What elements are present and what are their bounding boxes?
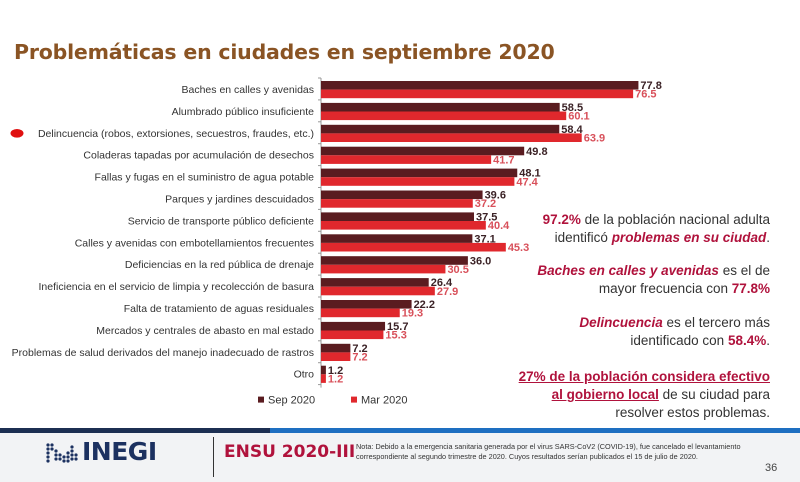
bar-mar-2020 — [321, 308, 400, 318]
bar-sep-2020 — [321, 212, 474, 221]
inegi-logo-text: INEGI — [82, 437, 157, 466]
value-label-mar-2020: 19.3 — [402, 308, 423, 320]
insight-1-emphasis: problemas en su ciudad — [611, 230, 767, 245]
value-label-mar-2020: 45.3 — [508, 242, 529, 254]
insight-1-highlight: 97.2% — [542, 212, 581, 227]
value-label-mar-2020: 1.2 — [328, 373, 343, 385]
value-label-sep-2020: 77.8 — [640, 80, 661, 92]
bar-sep-2020 — [321, 81, 639, 90]
legend-swatch-sep-2020 — [258, 396, 264, 403]
category-label: Problemas de salud derivados del manejo … — [12, 347, 314, 359]
category-label: Coladeras tapadas por acumulación de des… — [83, 150, 314, 162]
value-label-mar-2020: 37.2 — [475, 198, 496, 210]
highlight-marker-icon — [10, 129, 24, 138]
bar-chart: Baches en calles y avenidas Alumbrado púb… — [10, 77, 662, 407]
value-label-sep-2020: 39.6 — [485, 190, 506, 202]
insight-3-emphasis: Delincuencia — [579, 315, 663, 330]
category-label: Delincuencia (robos, extorsiones, secues… — [38, 128, 314, 140]
insight-4-underlined: 27% de la población considera efectivo a… — [518, 369, 770, 402]
category-label: Fallas y fugas en el suministro de agua … — [95, 172, 315, 184]
value-label-sep-2020: 48.1 — [519, 168, 540, 180]
value-label-sep-2020: 49.8 — [526, 146, 547, 158]
bar-mar-2020 — [321, 286, 435, 296]
bar-mar-2020 — [321, 155, 492, 164]
insight-4: 27% de la población considera efectivo a… — [518, 369, 770, 420]
value-label-sep-2020: 26.4 — [431, 277, 453, 289]
insight-1: 97.2% de la población nacional adulta id… — [542, 212, 770, 245]
bar-mar-2020 — [321, 330, 384, 340]
value-label-mar-2020: 30.5 — [447, 264, 468, 276]
value-label-sep-2020: 36.0 — [470, 255, 491, 267]
value-label-mar-2020: 60.1 — [568, 111, 589, 123]
category-label: Calles y avenidas con embotellamientos f… — [75, 237, 314, 249]
bar-sep-2020 — [321, 146, 525, 156]
value-label-sep-2020: 37.1 — [474, 233, 495, 245]
bar-mar-2020 — [321, 111, 567, 121]
insight-3: Delincuencia es el tercero más identific… — [579, 315, 770, 348]
value-label-mar-2020: 41.7 — [493, 154, 514, 166]
insight-2-highlight: 77.8% — [731, 281, 770, 296]
footer-stripe-blue — [270, 428, 800, 433]
category-label: Ineficiencia en el servicio de limpia y … — [39, 281, 315, 293]
bar-mar-2020 — [321, 264, 446, 274]
category-label: Parques y jardines descuidados — [165, 194, 314, 206]
page-title: Problemáticas en ciudades en septiembre … — [14, 40, 555, 64]
value-label-sep-2020: 1.2 — [328, 365, 343, 377]
value-label-mar-2020: 15.3 — [385, 330, 406, 342]
category-label: Servicio de transporte público deficient… — [128, 215, 314, 227]
category-label: Baches en calles y avenidas — [182, 84, 315, 96]
value-label-mar-2020: 76.5 — [635, 89, 656, 101]
bar-mar-2020 — [321, 242, 506, 252]
bar-mar-2020 — [321, 133, 582, 142]
bar-sep-2020 — [321, 365, 326, 375]
bar-sep-2020 — [321, 256, 468, 265]
bar-sep-2020 — [321, 321, 386, 331]
category-label: Falta de tratamiento de aguas residuales — [124, 303, 314, 315]
category-label: Mercados y centrales de abasto en mal es… — [96, 325, 314, 337]
bar-mar-2020 — [321, 89, 634, 99]
value-label-sep-2020: 7.2 — [352, 343, 367, 355]
bar-sep-2020 — [321, 124, 560, 134]
value-label-sep-2020: 15.7 — [387, 321, 408, 333]
insight-2: Baches en calles y avenidas es el de may… — [537, 263, 770, 296]
legend-label-mar-2020: Mar 2020 — [361, 395, 407, 407]
value-label-mar-2020: 47.4 — [516, 176, 538, 188]
legend-swatch-mar-2020 — [351, 396, 357, 403]
footer-divider — [213, 437, 214, 477]
insight-2-emphasis: Baches en calles y avenidas — [537, 263, 719, 278]
footer-stripe-dark — [0, 428, 270, 433]
bar-sep-2020 — [321, 343, 351, 353]
value-label-sep-2020: 58.5 — [562, 102, 583, 114]
footer-note: Nota: Debido a la emergencia sanitaria g… — [356, 442, 741, 461]
bar-mar-2020 — [321, 221, 486, 230]
footer — [0, 433, 800, 482]
bar-sep-2020 — [321, 300, 412, 309]
category-label: Deficiencias en la red pública de drenaj… — [125, 259, 314, 271]
bar-mar-2020 — [321, 199, 473, 208]
inegi-logo: INEGI — [45, 437, 157, 466]
bar-sep-2020 — [321, 102, 560, 112]
bar-mar-2020 — [321, 352, 351, 361]
bar-sep-2020 — [321, 234, 473, 243]
category-label: Otro — [294, 369, 315, 381]
bar-sep-2020 — [321, 190, 483, 200]
bar-sep-2020 — [321, 278, 429, 287]
bar-mar-2020 — [321, 177, 515, 186]
value-label-mar-2020: 63.9 — [584, 133, 605, 145]
bar-mar-2020 — [321, 374, 326, 383]
value-label-sep-2020: 37.5 — [476, 212, 497, 224]
bar-sep-2020 — [321, 168, 518, 178]
insight-3-highlight: 58.4% — [727, 333, 767, 348]
value-label-mar-2020: 27.9 — [437, 286, 458, 298]
value-label-mar-2020: 7.2 — [352, 352, 367, 364]
value-label-sep-2020: 58.4 — [561, 124, 583, 136]
page-number: 36 — [765, 462, 778, 474]
inegi-dots-icon — [46, 442, 78, 463]
value-label-mar-2020: 40.4 — [488, 220, 510, 232]
survey-name: ENSU 2020-III — [224, 442, 356, 462]
legend-label-sep-2020: Sep 2020 — [268, 395, 315, 407]
value-label-sep-2020: 22.2 — [414, 299, 435, 311]
category-label: Alumbrado público insuficiente — [172, 106, 315, 118]
